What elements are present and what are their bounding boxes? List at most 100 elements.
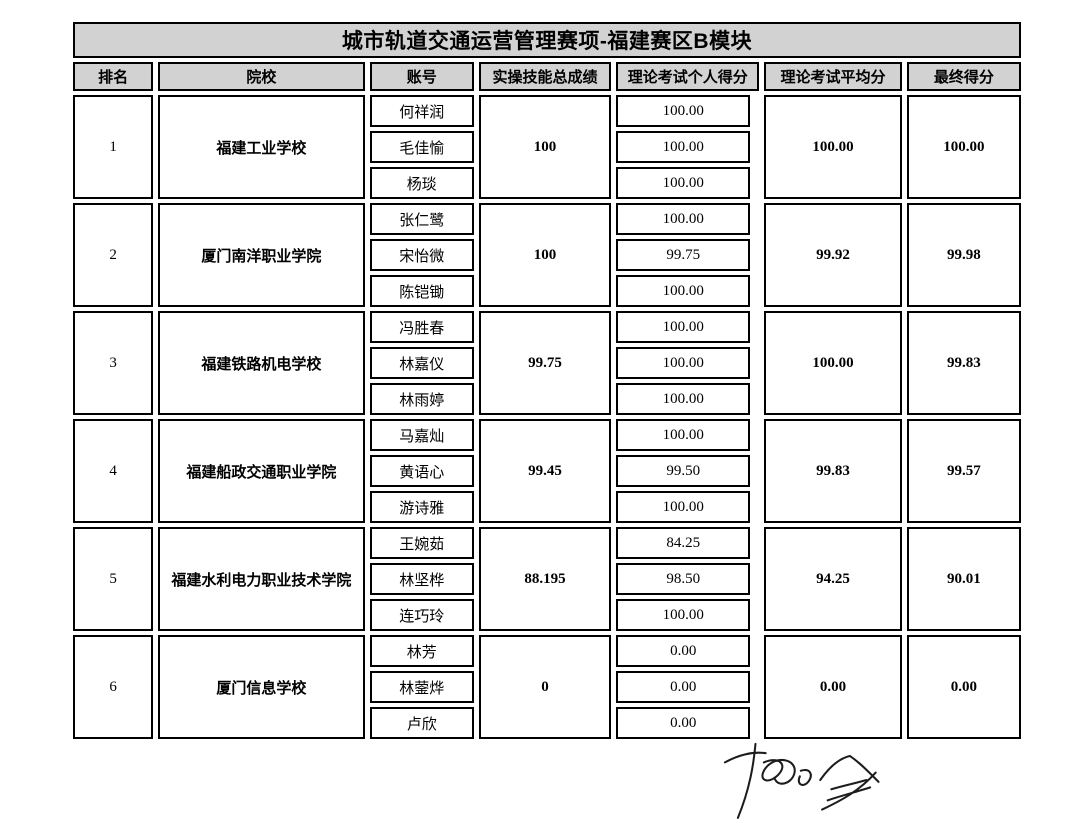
member-score-cell: 100.00 [616, 167, 759, 199]
member-name-cell: 林嘉仪 [369, 347, 474, 379]
member-score-cell: 100.00 [616, 275, 759, 307]
practical-score-cell: 0 [478, 635, 612, 739]
member-score-cell: 0.00 [616, 671, 759, 703]
school-cell: 福建船政交通职业学院 [158, 419, 365, 523]
member-score: 100.00 [616, 383, 751, 415]
member-score: 100.00 [616, 419, 751, 451]
member-score-cell: 0.00 [616, 635, 759, 667]
signature-stroke [826, 786, 872, 802]
table-row: 林嘉仪 100.00 [73, 347, 1021, 379]
school-cell: 福建铁路机电学校 [158, 311, 365, 415]
signature-stroke [819, 754, 880, 783]
column-header-final-score: 最终得分 [906, 62, 1021, 91]
member-name: 林雨婷 [369, 383, 474, 415]
member-score-cell: 100.00 [616, 419, 759, 451]
member-name-cell: 冯胜春 [369, 311, 474, 343]
member-name-cell: 林坚桦 [369, 563, 474, 595]
table-row: 连巧玲 100.00 [73, 599, 1021, 631]
signature-stroke [821, 771, 877, 811]
member-score: 99.75 [616, 239, 751, 271]
member-score: 0.00 [616, 671, 751, 703]
member-name: 马嘉灿 [369, 419, 474, 451]
member-name-cell: 林雨婷 [369, 383, 474, 415]
member-name: 毛佳愉 [369, 131, 474, 163]
title-row: 城市轨道交通运营管理赛项-福建赛区B模块 [73, 22, 1021, 58]
average-score-cell: 0.00 [764, 635, 902, 739]
final-score-cell: 0.00 [906, 635, 1021, 739]
table-row: 游诗雅 100.00 [73, 491, 1021, 523]
rank-cell: 6 [73, 635, 154, 739]
member-score: 100.00 [616, 347, 751, 379]
member-score: 99.50 [616, 455, 751, 487]
final-score-cell: 99.98 [906, 203, 1021, 307]
member-score: 100.00 [616, 95, 751, 127]
final-score-cell: 90.01 [906, 527, 1021, 631]
header-row: 排名 院校 账号 实操技能总成绩 理论考试个人得分 理论考试平均分 最终得分 [73, 62, 1021, 91]
member-name: 黄语心 [369, 455, 474, 487]
member-score-cell: 100.00 [616, 383, 759, 415]
member-score: 100.00 [616, 275, 751, 307]
average-score-cell: 100.00 [764, 95, 902, 199]
member-score-cell: 99.50 [616, 455, 759, 487]
table-row: 宋怡微 99.75 [73, 239, 1021, 271]
member-name: 林嘉仪 [369, 347, 474, 379]
member-name: 杨琰 [369, 167, 474, 199]
table-row: 陈铠锄 100.00 [73, 275, 1021, 307]
member-score: 0.00 [616, 635, 751, 667]
signature-stroke [797, 769, 812, 786]
member-score-cell: 98.50 [616, 563, 759, 595]
table-row: 杨琰 100.00 [73, 167, 1021, 199]
final-score-cell: 100.00 [906, 95, 1021, 199]
signature-stroke [830, 778, 868, 791]
practical-score-cell: 100 [478, 95, 612, 199]
average-score-cell: 99.83 [764, 419, 902, 523]
member-name-cell: 毛佳愉 [369, 131, 474, 163]
member-score: 100.00 [616, 131, 751, 163]
member-name-cell: 陈铠锄 [369, 275, 474, 307]
table-row: 3 福建铁路机电学校 冯胜春 99.75 100.00 100.00 99.83 [73, 311, 1021, 415]
table-row: 黄语心 99.50 [73, 455, 1021, 487]
column-header-theory-individual: 理论考试个人得分 [616, 62, 760, 91]
member-name: 卢欣 [369, 707, 474, 739]
member-name-cell: 游诗雅 [369, 491, 474, 523]
results-table-sheet: 城市轨道交通运营管理赛项-福建赛区B模块 排名 院校 账号 实操技能总成绩 理论… [68, 18, 1026, 743]
table-row: 2 厦门南洋职业学院 张仁鹭 100 100.00 99.92 99.98 [73, 203, 1021, 307]
table-row: 卢欣 0.00 [73, 707, 1021, 739]
member-name: 游诗雅 [369, 491, 474, 523]
member-score: 0.00 [616, 707, 751, 739]
average-score-cell: 99.92 [764, 203, 902, 307]
table-row: 林蓥烨 0.00 [73, 671, 1021, 703]
table-row: 5 福建水利电力职业技术学院 王婉茹 88.195 84.25 94.25 90… [73, 527, 1021, 631]
final-score-cell: 99.57 [906, 419, 1021, 523]
rank-cell: 3 [73, 311, 154, 415]
rank-cell: 5 [73, 527, 154, 631]
member-score: 100.00 [616, 599, 751, 631]
member-score: 100.00 [616, 491, 751, 523]
rank-cell: 4 [73, 419, 154, 523]
member-score-cell: 100.00 [616, 131, 759, 163]
member-score: 100.00 [616, 167, 751, 199]
table-row: 6 厦门信息学校 林芳 0 0.00 0.00 0.00 [73, 635, 1021, 739]
member-score-cell: 99.75 [616, 239, 759, 271]
column-header-theory-average: 理论考试平均分 [764, 62, 902, 91]
member-name-cell: 林芳 [369, 635, 474, 667]
table-row: 4 福建船政交通职业学院 马嘉灿 99.45 100.00 99.83 99.5… [73, 419, 1021, 523]
member-score-cell: 100.00 [616, 95, 759, 127]
member-score-cell: 100.00 [616, 203, 759, 235]
member-name-cell: 黄语心 [369, 455, 474, 487]
member-name-cell: 张仁鹭 [369, 203, 474, 235]
member-name-cell: 王婉茹 [369, 527, 474, 559]
signature-stroke [723, 751, 767, 764]
member-score: 100.00 [616, 203, 751, 235]
table-row: 1 福建工业学校 何祥润 100 100.00 100.00 100.00 [73, 95, 1021, 199]
column-header-practical-total: 实操技能总成绩 [478, 62, 612, 91]
member-name: 连巧玲 [369, 599, 474, 631]
signature-stroke [761, 758, 796, 785]
member-name: 林蓥烨 [369, 671, 474, 703]
practical-score-cell: 99.75 [478, 311, 612, 415]
results-table: 城市轨道交通运营管理赛项-福建赛区B模块 排名 院校 账号 实操技能总成绩 理论… [68, 18, 1026, 743]
member-score: 84.25 [616, 527, 751, 559]
member-score: 98.50 [616, 563, 751, 595]
member-score-cell: 0.00 [616, 707, 759, 739]
table-row: 林坚桦 98.50 [73, 563, 1021, 595]
